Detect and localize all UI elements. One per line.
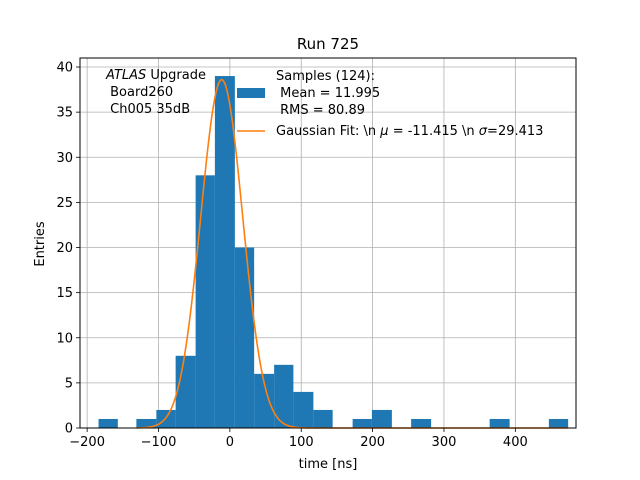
histogram-bar [313, 409, 333, 428]
histogram-bar [234, 247, 255, 428]
histogram-bar [175, 355, 196, 428]
legend-fit-mu-text: = -11.415 \n [389, 124, 479, 139]
legend-fit-prefix: Gaussian Fit: \n [276, 124, 380, 139]
x-tick-label: 200 [360, 435, 385, 450]
legend-fit-mu-symbol: μ [379, 124, 388, 139]
histogram-bar [274, 364, 294, 428]
x-tick-label: 0 [226, 435, 234, 450]
y-tick-label: 35 [56, 106, 73, 121]
y-tick-label: 5 [65, 376, 73, 391]
annotation-line-1: ATLAS Upgrade [105, 68, 206, 83]
x-tick-label: 300 [432, 435, 457, 450]
y-tick-label: 30 [56, 151, 73, 166]
legend-fit-sigma-symbol: σ [479, 124, 488, 139]
annotation-atlas: ATLAS [105, 68, 146, 83]
histogram-bar [548, 418, 569, 428]
legend-hist-line-2: Mean = 11.995 [276, 86, 380, 101]
y-tick-label: 20 [56, 241, 73, 256]
grid-lines [80, 58, 576, 429]
annotation-upgrade: Upgrade [146, 68, 206, 83]
histogram-bar [489, 418, 510, 428]
x-tick-label: −200 [69, 435, 105, 450]
histogram-bar [352, 418, 372, 428]
histogram-bar [371, 409, 392, 428]
x-tick-label: 100 [289, 435, 314, 450]
annotation-box: ATLAS Upgrade Board260 Ch005 35dB [105, 68, 206, 117]
y-axis-title: Entries [33, 221, 48, 267]
legend-hist-line-3: RMS = 80.89 [276, 103, 365, 118]
histogram-bar [136, 418, 157, 428]
y-tick-label: 15 [56, 286, 73, 301]
legend-fit-sigma-text: =29.413 [487, 124, 543, 139]
legend-fit-label: Gaussian Fit: \n μ = -11.415 \n σ=29.413 [276, 124, 543, 139]
histogram-bars [98, 76, 569, 429]
histogram-bar [195, 175, 215, 428]
histogram-bar [98, 418, 118, 428]
histogram-bar [293, 391, 314, 428]
x-tick-label: −100 [141, 435, 177, 450]
legend-swatch-histogram [237, 88, 265, 98]
histogram-bar [411, 418, 432, 428]
y-tick-label: 25 [56, 196, 73, 211]
y-tick-label: 0 [65, 422, 73, 437]
chart-title: Run 725 [297, 35, 359, 53]
y-tick-label: 10 [56, 331, 73, 346]
annotation-line-2: Board260 [106, 85, 173, 100]
histogram-bar [254, 373, 275, 428]
y-tick-label: 40 [56, 61, 73, 76]
histogram-bar [214, 76, 235, 429]
legend-hist-line-1: Samples (124): [276, 69, 375, 84]
annotation-line-3: Ch005 35dB [106, 102, 190, 117]
plot-frame [79, 57, 577, 429]
legend: Samples (124): Mean = 11.995 RMS = 80.89… [237, 69, 543, 139]
x-tick-label: 400 [503, 435, 528, 450]
x-axis-title: time [ns] [299, 457, 358, 472]
axis-ticks: −200 −100 0 100 200 300 400 0 5 10 15 20 25 30 35 40 [56, 61, 527, 450]
